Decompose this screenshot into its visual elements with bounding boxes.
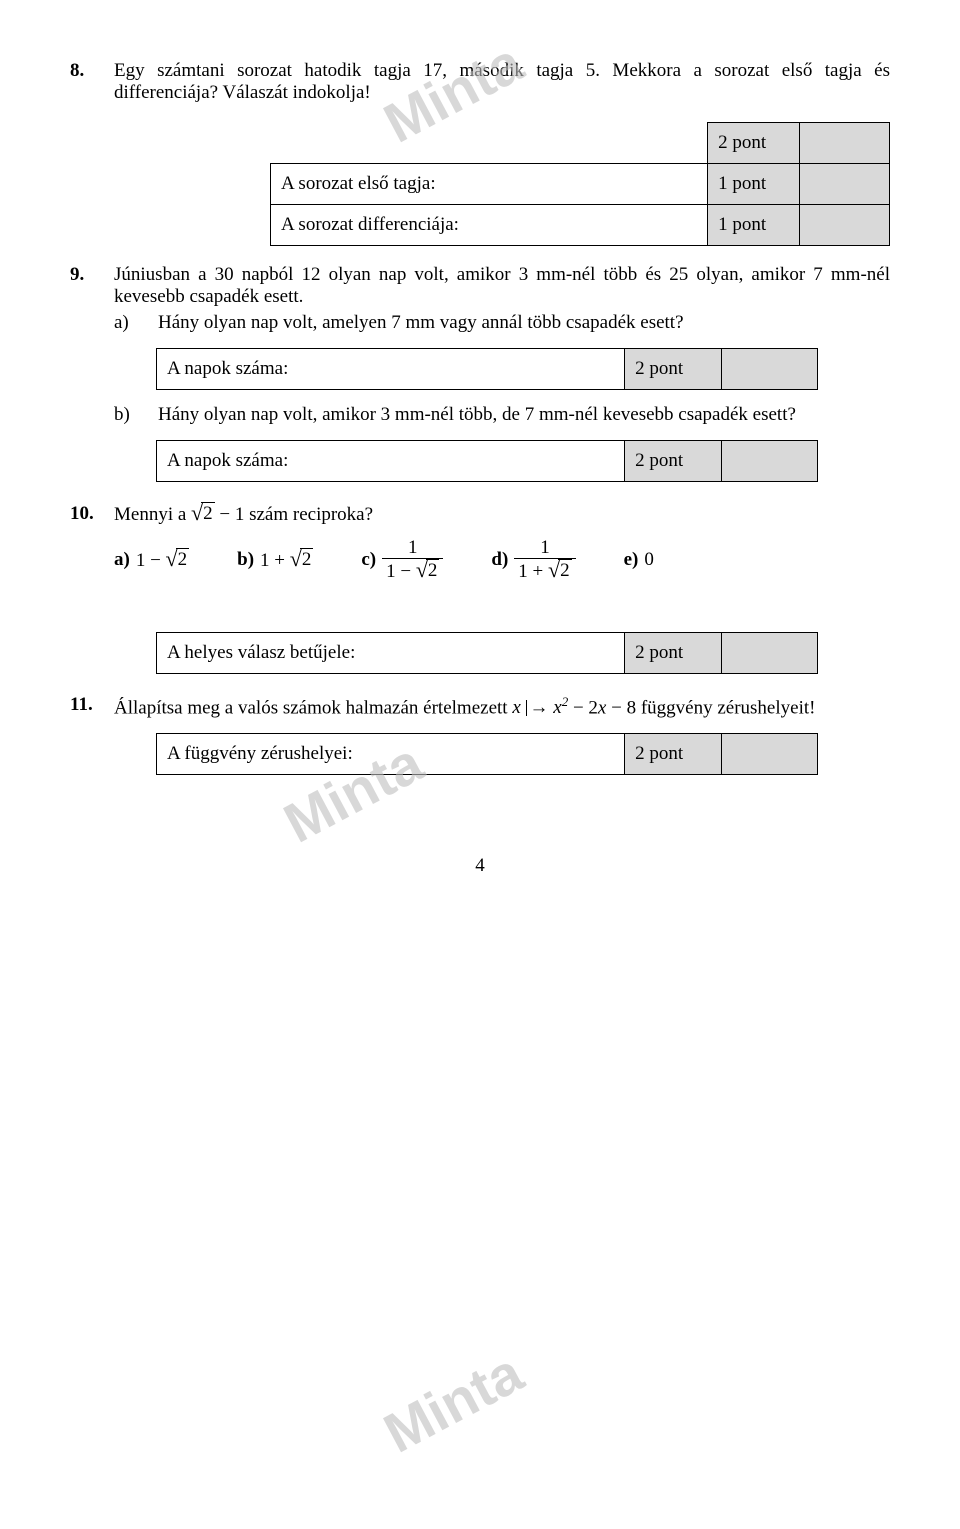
blank-cell <box>721 632 817 673</box>
answer-label: A sorozat első tagja: <box>271 164 708 205</box>
problem-number: 9. <box>70 264 114 334</box>
option-label: d) <box>491 549 508 571</box>
text-prefix: Mennyi a <box>114 504 191 525</box>
blank-cell <box>800 123 890 164</box>
answer-label: A napok száma: <box>157 349 625 390</box>
option-a: a) 1 − √2 <box>114 548 189 572</box>
problem-text: Állapítsa meg a valós számok halmazán ér… <box>114 694 890 719</box>
options-row: a) 1 − √2 b) 1 + √2 c) 1 1 − √2 d) 1 1 +… <box>114 538 890 582</box>
math-function: x → x <box>512 697 561 718</box>
option-label: a) <box>114 549 130 571</box>
answer-label: A függvény zérushelyei: <box>157 734 625 775</box>
option-label: b) <box>237 549 254 571</box>
answer-label: A napok száma: <box>157 441 625 482</box>
answer-table-8: 2 pont A sorozat első tagja: 1 pont A so… <box>270 122 890 246</box>
answer-label: A helyes válasz betűjele: <box>157 632 625 673</box>
problem-text: Mennyi a √2 − 1 szám reciproka? <box>114 502 890 526</box>
math-expr: 1 + √2 <box>260 548 313 572</box>
math-fraction: 1 1 − √2 <box>382 538 443 582</box>
math-expr: 0 <box>644 549 654 571</box>
points-cell: 2 pont <box>625 441 721 482</box>
problem-text: Júniusban a 30 napból 12 olyan nap volt,… <box>114 264 890 334</box>
points-cell: 2 pont <box>625 632 721 673</box>
option-d: d) 1 1 + √2 <box>491 538 575 582</box>
math-fraction: 1 1 + √2 <box>514 538 575 582</box>
option-e: e) 0 <box>624 549 654 571</box>
math-sqrt2: √2 <box>191 502 215 525</box>
text-suffix: szám reciproka? <box>249 504 373 525</box>
answer-label: A sorozat differenciája: <box>271 205 708 246</box>
text-prefix: Állapítsa meg a valós számok halmazán ér… <box>114 697 512 718</box>
sub-text: Hány olyan nap volt, amikor 3 mm-nél töb… <box>158 404 890 426</box>
problem-text-span: Júniusban a 30 napból 12 olyan nap volt,… <box>114 264 890 307</box>
problem-text: Egy számtani sorozat hatodik tagja 17, m… <box>114 60 890 104</box>
option-label: c) <box>361 549 376 571</box>
points-cell: 1 pont <box>708 205 800 246</box>
math-tail: − 2x − 8 <box>573 697 636 718</box>
points-cell: 1 pont <box>708 164 800 205</box>
answer-table-10: A helyes válasz betűjele: 2 pont <box>156 632 818 674</box>
sub-text: Hány olyan nap volt, amelyen 7 mm vagy a… <box>158 312 890 334</box>
option-b: b) 1 + √2 <box>237 548 313 572</box>
problem-number: 10. <box>70 503 114 525</box>
math-expr: 1 − √2 <box>136 548 189 572</box>
points-cell: 2 pont <box>708 123 800 164</box>
problem-9: 9. Júniusban a 30 napból 12 olyan nap vo… <box>70 264 890 334</box>
answer-table-11: A függvény zérushelyei: 2 pont <box>156 733 818 775</box>
problem-number: 11. <box>70 694 114 719</box>
sub-label: a) <box>114 312 158 334</box>
problem-number: 8. <box>70 60 114 104</box>
answer-table-9b: A napok száma: 2 pont <box>156 440 818 482</box>
problem-8: 8. Egy számtani sorozat hatodik tagja 17… <box>70 60 890 104</box>
page-number: 4 <box>70 855 890 877</box>
points-cell: 2 pont <box>625 349 721 390</box>
problem-9b: b) Hány olyan nap volt, amikor 3 mm-nél … <box>114 404 890 426</box>
points-cell: 2 pont <box>625 734 721 775</box>
problem-10: 10. Mennyi a √2 − 1 szám reciproka? <box>70 502 890 526</box>
blank-cell <box>721 441 817 482</box>
problem-11: 11. Állapítsa meg a valós számok halmazá… <box>70 694 890 719</box>
blank-cell <box>800 164 890 205</box>
blank-cell <box>800 205 890 246</box>
watermark-text: Minta <box>373 1339 533 1465</box>
blank-cell <box>721 349 817 390</box>
text-suffix: függvény zérushelyeit! <box>641 697 816 718</box>
blank-cell <box>721 734 817 775</box>
answer-table-9a: A napok száma: 2 pont <box>156 348 818 390</box>
math-sup: 2 <box>562 694 569 709</box>
sub-label: b) <box>114 404 158 426</box>
math-minus-one: − 1 <box>219 504 244 525</box>
option-c: c) 1 1 − √2 <box>361 538 443 582</box>
option-label: e) <box>624 549 639 571</box>
